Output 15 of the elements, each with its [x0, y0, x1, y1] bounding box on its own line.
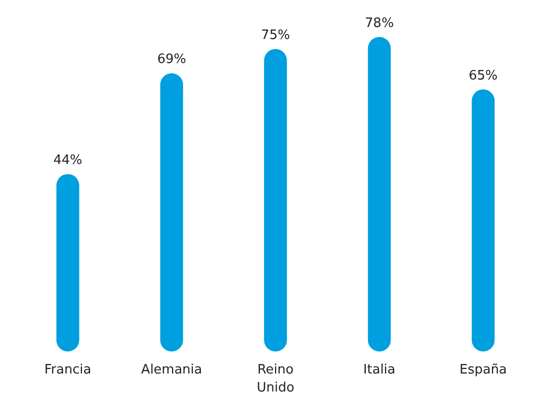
- data-label: 75%: [261, 28, 290, 44]
- x-tick-label: Reino Unido: [256, 362, 294, 396]
- x-tick-label: España: [459, 362, 507, 378]
- bar: [56, 174, 80, 352]
- data-label: 69%: [157, 52, 186, 68]
- data-label: 65%: [468, 68, 498, 84]
- bar: [472, 89, 495, 352]
- bar: [368, 36, 391, 352]
- x-tick-label: Alemania: [141, 362, 202, 378]
- x-tick-label: Italia: [363, 362, 396, 378]
- bar: [160, 73, 184, 352]
- bar: [264, 49, 287, 352]
- x-tick-label: Francia: [44, 362, 92, 378]
- data-label: 78%: [364, 16, 394, 31]
- data-label: 44%: [53, 153, 82, 168]
